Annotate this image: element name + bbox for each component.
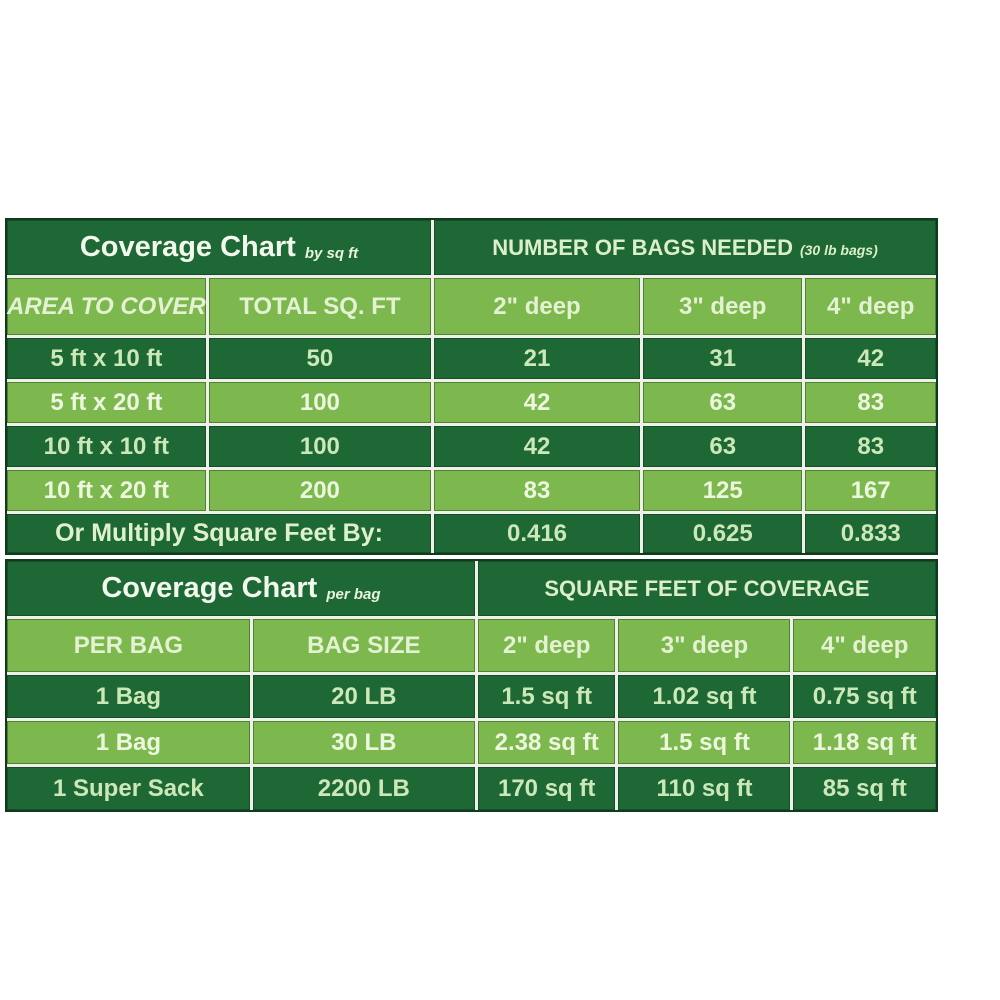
- footer-value-cell: 0.833: [805, 514, 936, 553]
- table-cell: 42: [434, 426, 640, 467]
- table-title-text: Coverage Chart: [101, 572, 318, 604]
- bags-needed-banner: NUMBER OF BAGS NEEDED (30 lb bags): [434, 220, 936, 275]
- table-cell: 42: [805, 338, 936, 379]
- table-title: Coverage Chart per bag: [7, 561, 475, 616]
- table-cell: 0.75 sq ft: [793, 675, 936, 718]
- table-cell: 83: [434, 470, 640, 511]
- table-cell: 1.18 sq ft: [793, 721, 936, 764]
- table-cell: 5 ft x 10 ft: [7, 338, 206, 379]
- column-header-cell: AREA TO COVER: [7, 278, 206, 335]
- table-cell: 1 Super Sack: [7, 767, 250, 810]
- table-cell: 10 ft x 20 ft: [7, 470, 206, 511]
- table-cell: 170 sq ft: [477, 767, 616, 810]
- tables-container: Coverage Chart by sq ft NUMBER OF BAGS N…: [5, 218, 938, 812]
- column-header-cell: 3" deep: [618, 619, 791, 672]
- table-cell: 31: [642, 338, 803, 379]
- table-cell: 100: [208, 426, 432, 467]
- table-cell: 83: [805, 382, 936, 423]
- table-cell: 2200 LB: [252, 767, 475, 810]
- table-cell: 1 Bag: [7, 675, 250, 718]
- table-cell: 200: [208, 470, 432, 511]
- table-cell: 1.5 sq ft: [618, 721, 791, 764]
- table-title-text: Coverage Chart: [79, 231, 296, 263]
- table-cell: 167: [805, 470, 936, 511]
- table-cell: 30 LB: [252, 721, 475, 764]
- column-header-cell: 2" deep: [477, 619, 616, 672]
- footer-value-cell: 0.416: [434, 514, 640, 553]
- table-cell: 63: [642, 426, 803, 467]
- table-cell: 1.5 sq ft: [477, 675, 616, 718]
- table-cell: 100: [208, 382, 432, 423]
- table-cell: 5 ft x 20 ft: [7, 382, 206, 423]
- sq-ft-coverage-banner: SQUARE FEET OF COVERAGE: [477, 561, 936, 616]
- column-header-cell: 2" deep: [434, 278, 640, 335]
- table-cell: 110 sq ft: [618, 767, 791, 810]
- table-cell: 21: [434, 338, 640, 379]
- table-cell: 42: [434, 382, 640, 423]
- banner-text: SQUARE FEET OF COVERAGE: [544, 575, 870, 601]
- table-title: Coverage Chart by sq ft: [7, 220, 432, 275]
- footer-value-cell: 0.625: [642, 514, 803, 553]
- table-cell: 2.38 sq ft: [477, 721, 616, 764]
- table-title-note: by sq ft: [304, 245, 359, 262]
- table-cell: 63: [642, 382, 803, 423]
- table-cell: 83: [805, 426, 936, 467]
- table-cell: 50: [208, 338, 432, 379]
- column-header-cell: 4" deep: [805, 278, 936, 335]
- table-cell: 20 LB: [252, 675, 475, 718]
- table-cell: 1.02 sq ft: [618, 675, 791, 718]
- table-title-note: per bag: [326, 586, 381, 603]
- footer-label: Or Multiply Square Feet By:: [7, 514, 432, 553]
- column-header-cell: 4" deep: [793, 619, 936, 672]
- column-header-cell: TOTAL SQ. FT: [208, 278, 432, 335]
- column-header-cell: 3" deep: [642, 278, 803, 335]
- banner-note: (30 lb bags): [799, 242, 878, 258]
- coverage-per-bag-table: Coverage Chart per bag SQUARE FEET OF CO…: [5, 559, 938, 812]
- table-cell: 10 ft x 10 ft: [7, 426, 206, 467]
- table-cell: 1 Bag: [7, 721, 250, 764]
- coverage-by-sqft-table: Coverage Chart by sq ft NUMBER OF BAGS N…: [5, 218, 938, 555]
- column-header-cell: BAG SIZE: [252, 619, 475, 672]
- banner-text: NUMBER OF BAGS NEEDED: [492, 234, 793, 260]
- table-cell: 125: [642, 470, 803, 511]
- column-header-cell: PER BAG: [7, 619, 250, 672]
- table-cell: 85 sq ft: [793, 767, 936, 810]
